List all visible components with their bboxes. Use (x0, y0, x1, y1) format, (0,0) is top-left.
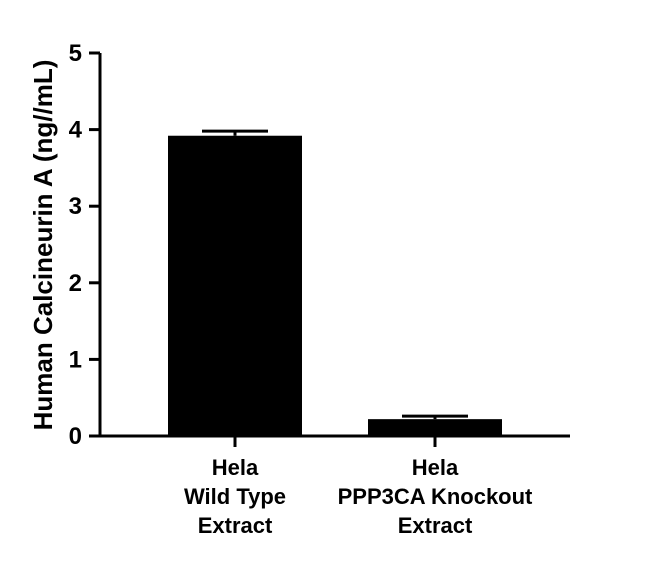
x-tick-label: PPP3CA Knockout (338, 484, 533, 509)
category-labels: Hela Wild Type Extract Hela PPP3CA Knockout E… (184, 455, 533, 538)
y-tick-label: 2 (69, 270, 82, 297)
x-tick-label: Hela (412, 455, 459, 480)
y-tick-label: 3 (69, 193, 82, 220)
y-axis-label: Human Calcineurin A (ng//mL) (28, 60, 58, 431)
y-tick-label: 1 (69, 346, 82, 373)
x-tick-label: Extract (198, 513, 273, 538)
bar (368, 419, 502, 436)
x-tick-label: Hela (212, 455, 259, 480)
bars (168, 129, 502, 436)
y-tick-label: 0 (69, 423, 82, 450)
y-tick-label: 5 (69, 40, 82, 67)
x-tick-label: Wild Type (184, 484, 286, 509)
y-axis: 0 1 2 3 4 5 (69, 40, 102, 450)
x-tick-label: Extract (398, 513, 473, 538)
y-tick-label: 4 (69, 117, 83, 144)
bar (168, 135, 302, 436)
x-axis (98, 434, 570, 447)
